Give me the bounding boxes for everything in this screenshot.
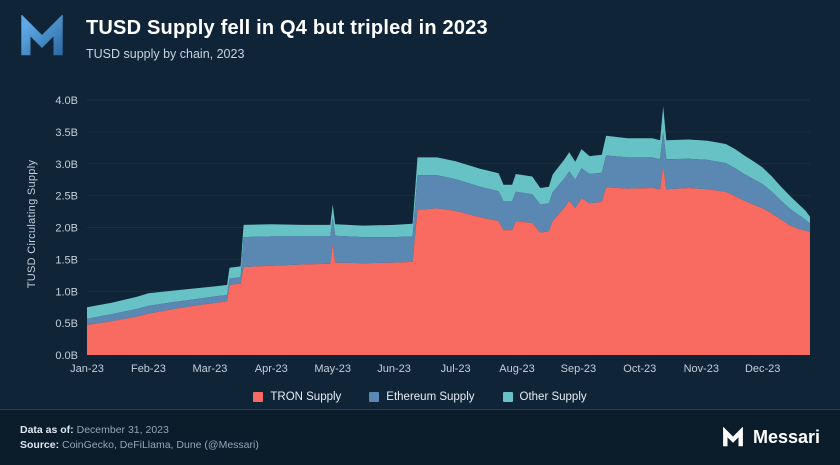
y-tick-label: 2.5B — [55, 191, 78, 203]
legend-item-tron-supply: TRON Supply — [253, 391, 341, 403]
messari-m-mark-white-icon — [723, 426, 743, 446]
x-tick-label: May-23 — [314, 363, 351, 375]
y-tick-label: 1.0B — [55, 286, 78, 298]
legend-label: Other Supply — [519, 391, 587, 403]
chart-title: TUSD Supply fell in Q4 but tripled in 20… — [86, 17, 488, 39]
chart-header: TUSD Supply fell in Q4 but tripled in 20… — [0, 0, 840, 85]
x-tick-label: Apr-23 — [255, 363, 288, 375]
header-titles: TUSD Supply fell in Q4 but tripled in 20… — [86, 14, 488, 61]
area-tron-supply — [87, 165, 810, 355]
data-as-of-value: December 31, 2023 — [76, 424, 169, 436]
y-tick-label: 2.0B — [55, 223, 78, 235]
y-tick-label: 3.0B — [55, 159, 78, 171]
x-tick-label: Aug-23 — [499, 363, 534, 375]
legend-swatch — [369, 392, 380, 402]
x-tick-label: Oct-23 — [623, 363, 656, 375]
legend-swatch — [253, 392, 264, 402]
y-tick-label: 4.0B — [55, 95, 78, 107]
x-tick-label: Nov-23 — [684, 363, 719, 375]
x-tick-label: Jan-23 — [70, 363, 104, 375]
x-tick-label: Jun-23 — [377, 363, 411, 375]
chart-footer: Data as of: December 31, 2023 Source: Co… — [0, 409, 840, 465]
x-tick-label: Mar-23 — [192, 363, 227, 375]
legend-label: TRON Supply — [270, 391, 342, 403]
x-tick-label: Dec-23 — [745, 363, 780, 375]
footer-meta: Data as of: December 31, 2023 Source: Co… — [20, 424, 259, 451]
y-tick-label: 1.5B — [55, 254, 78, 266]
source-line: Source: CoinGecko, DeFiLlama, Dune (@Mes… — [20, 439, 259, 451]
legend-swatch — [502, 392, 513, 402]
source-label: Source: — [20, 439, 60, 451]
y-axis-title: TUSD Circulating Supply — [26, 159, 38, 289]
area-other-supply — [87, 106, 810, 319]
x-tick-label: Feb-23 — [131, 363, 166, 375]
x-tick-label: Jul-23 — [441, 363, 471, 375]
legend-label: Ethereum Supply — [386, 391, 475, 403]
messari-m-mark — [21, 15, 63, 56]
messari-wordmark: Messari — [722, 426, 820, 449]
legend-item-other-supply: Other Supply — [502, 391, 587, 403]
area-ethereum-supply — [87, 131, 810, 325]
legend-item-ethereum-supply: Ethereum Supply — [369, 391, 475, 403]
x-tick-label: Sep-23 — [561, 363, 596, 375]
chart-legend: TRON Supply Ethereum Supply Other Supply — [0, 385, 840, 409]
y-tick-label: 0.0B — [55, 350, 78, 362]
source-value: CoinGecko, DeFiLlama, Dune (@Messari) — [62, 439, 259, 451]
y-tick-label: 3.5B — [55, 127, 78, 139]
messari-logo-icon — [18, 14, 66, 62]
chart-subtitle: TUSD supply by chain, 2023 — [86, 47, 245, 61]
data-as-of-label: Data as of: — [20, 424, 74, 436]
stacked-area-chart: 0.0B 0.5B 1.0B 1.5B 2.0B 2.5B 3.0B 3.5B 4.0B Jan-… — [55, 95, 810, 375]
y-tick-label: 0.5B — [55, 318, 78, 330]
brand-name: Messari — [752, 427, 820, 447]
data-as-of-line: Data as of: December 31, 2023 — [20, 424, 259, 436]
